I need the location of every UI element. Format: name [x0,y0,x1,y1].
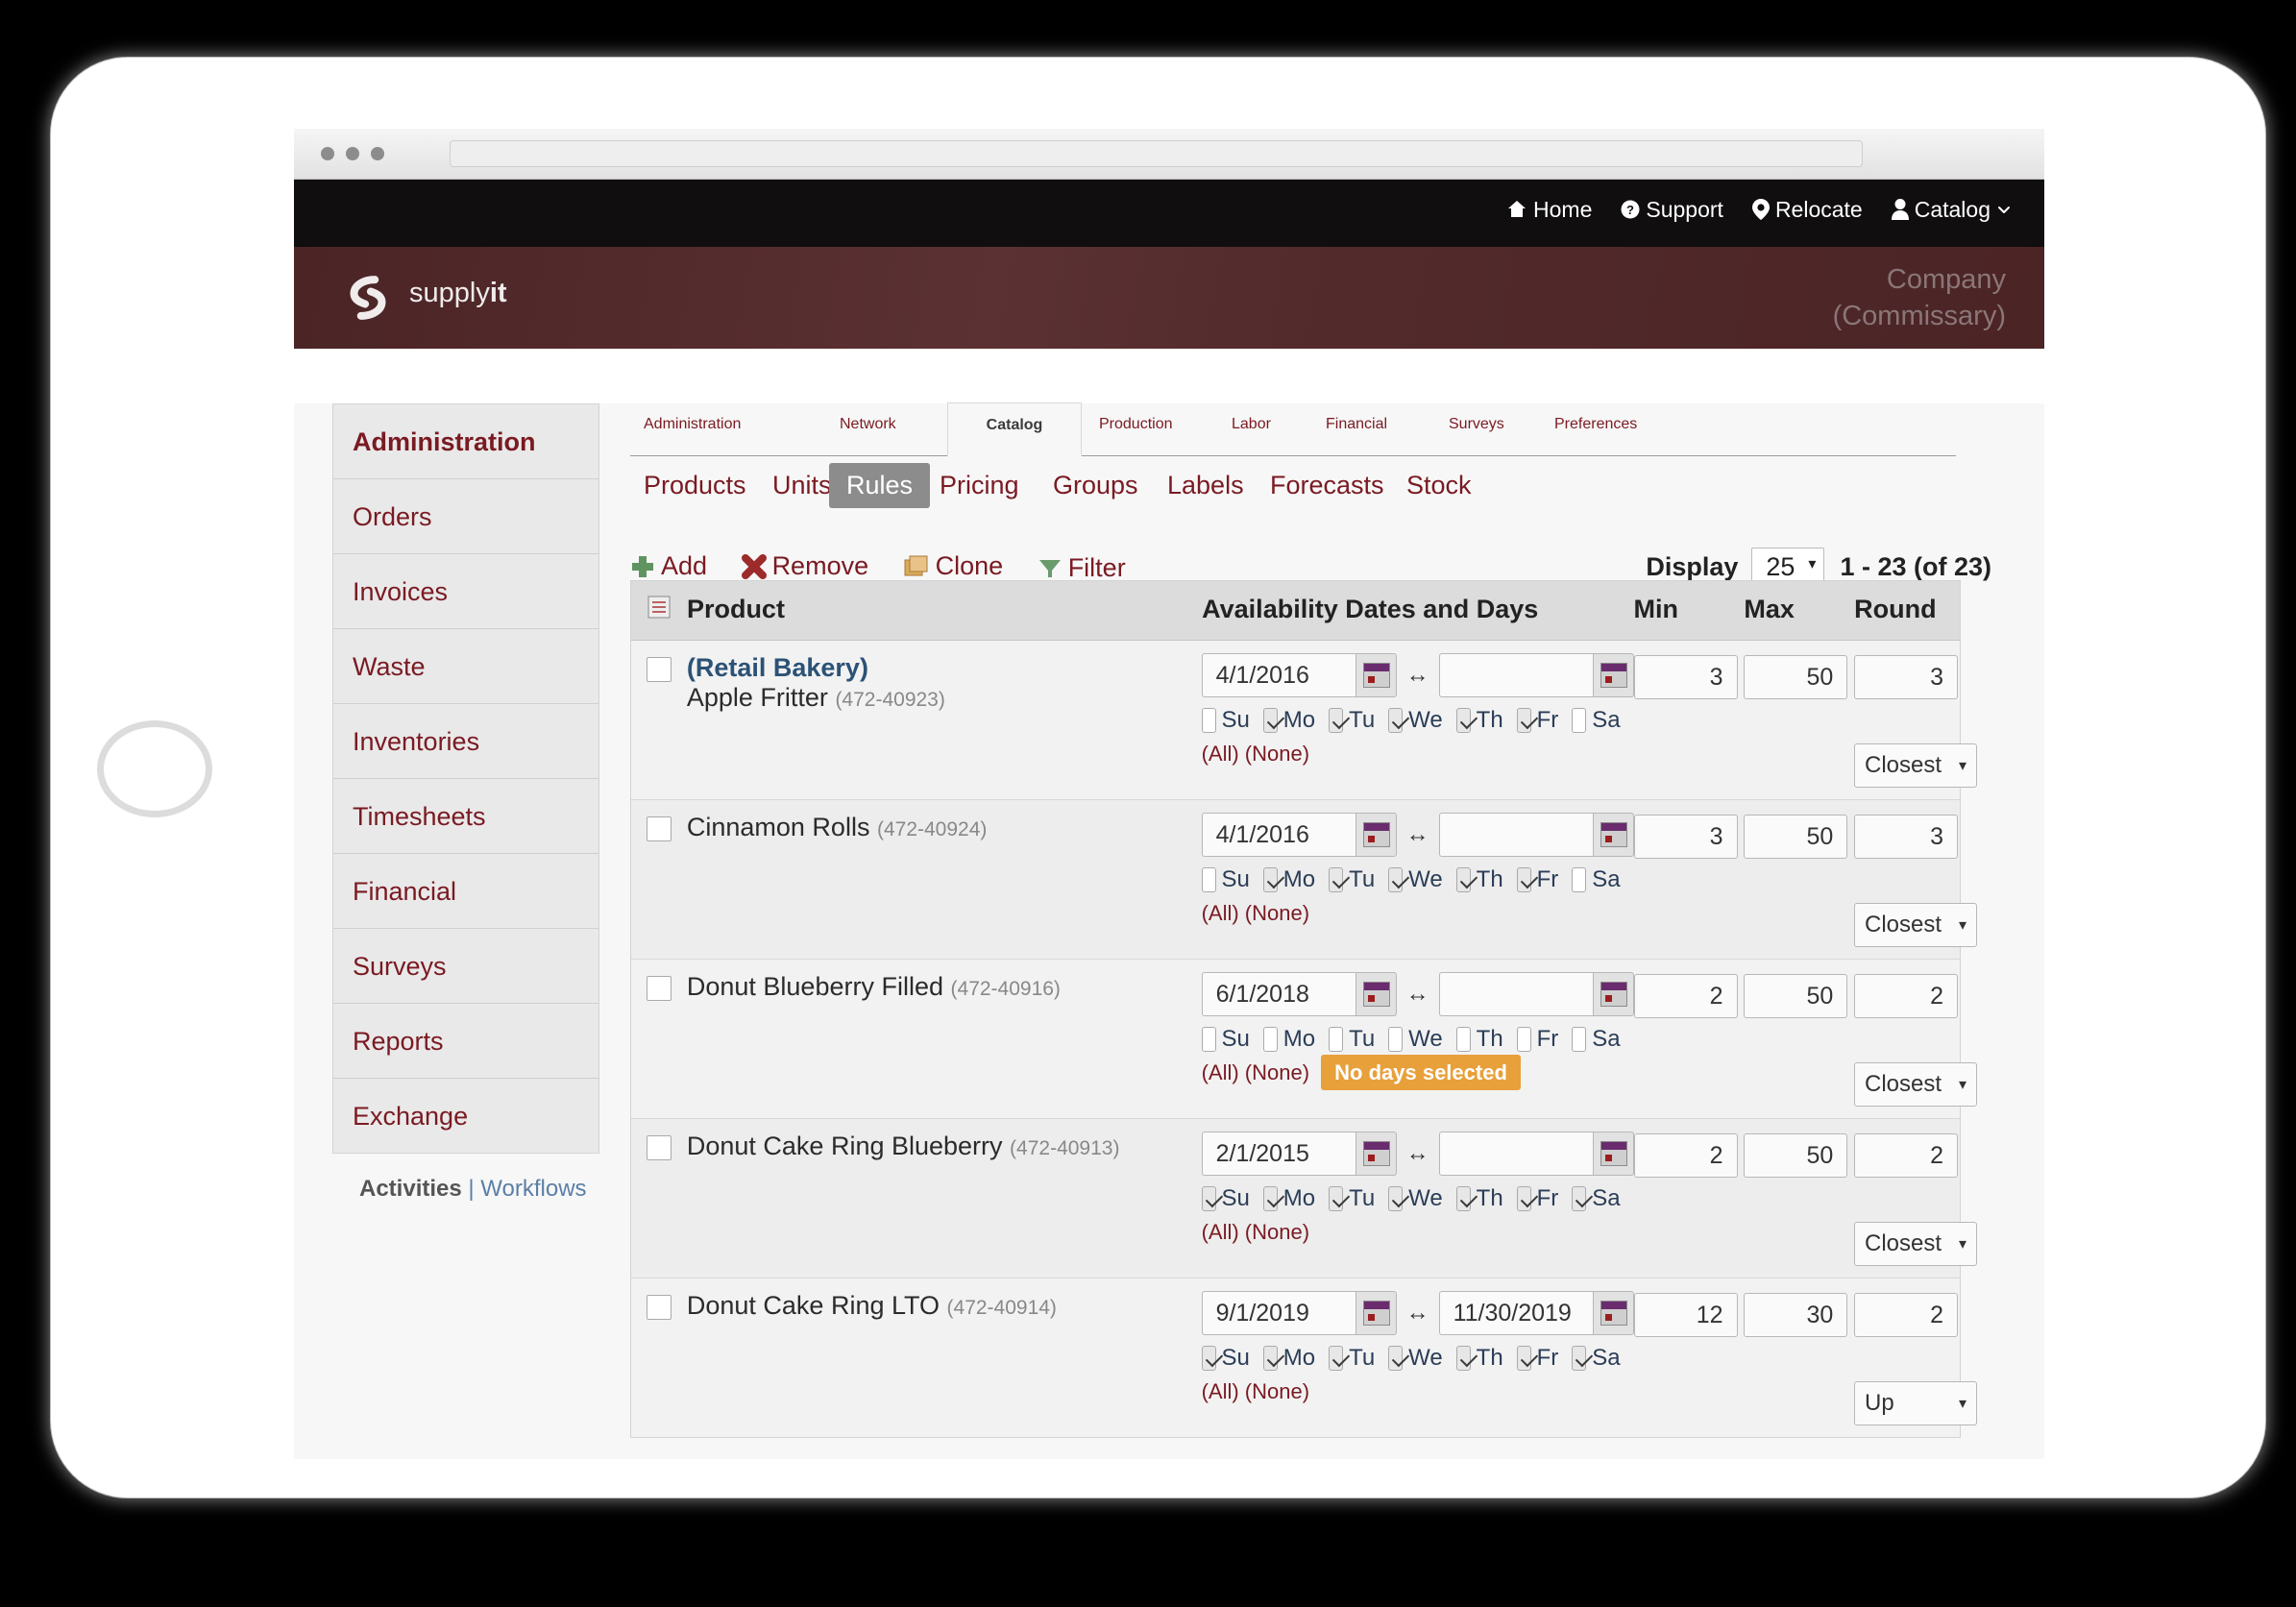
svg-text:?: ? [1626,203,1634,217]
